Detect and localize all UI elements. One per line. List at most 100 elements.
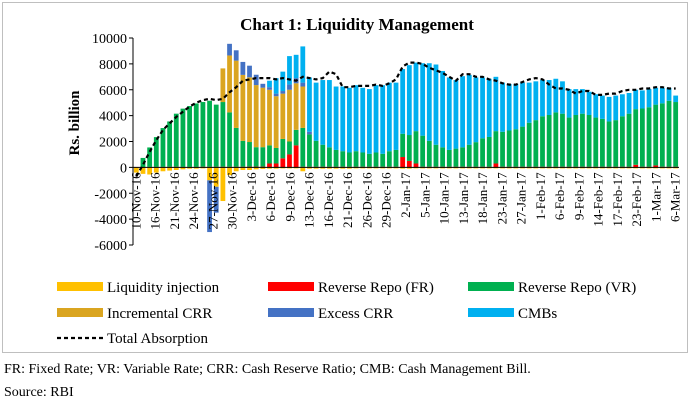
liquidity-injection-legend-swatch [57,282,103,291]
excess-crr-bar [213,186,219,213]
liquidity-injection-bar [613,167,619,169]
liquidity-injection-bar [400,167,406,169]
liquidity-injection-bar [659,167,665,169]
cmbs-bar [526,82,532,123]
liquidity-injection-bar [213,167,219,187]
cmbs-bar [493,76,499,132]
cmbs-bar [446,77,452,150]
incremental-crr-bar [247,77,252,143]
y-tick-label: 6000 [99,84,127,99]
cmbs-bar [606,96,612,122]
liquidity-injection-bar [466,167,472,169]
reverse-repo-vr-bar [267,145,272,164]
reverse-repo-vr-bar [393,149,399,167]
liquidity-injection-bar [280,167,286,169]
liquidity-injection-bar [626,167,632,169]
excess-crr-bar [260,83,266,88]
cmbs-bar [500,82,505,132]
reverse-repo-vr-bar [466,144,472,167]
liquidity-injection-bar [653,167,659,169]
x-tick-label: 30-Nov-16 [225,172,240,230]
x-tick-label: 27-Jan-17 [514,172,529,224]
liquidity-injection-bar [606,167,612,169]
liquidity-injection-bar [666,167,672,169]
cmbs-bar [473,77,479,143]
liquidity-injection-bar [500,167,505,169]
reverse-repo-vr-bar [313,140,319,167]
cmbs-bar [613,95,619,121]
cmbs-bar [600,95,605,119]
liquidity-injection-bar [293,167,299,169]
reverse-repo-vr-bar [380,153,386,167]
reverse-repo-vr-bar [426,140,432,167]
reverse-repo-fr-bar [280,158,286,168]
liquidity-injection-bar [593,167,599,169]
reverse-repo-vr-bar [300,127,306,167]
reverse-repo-vr-bar [347,152,352,167]
liquidity-injection-bar [147,167,153,175]
liquidity-injection-bar [187,167,192,169]
reverse-repo-vr-legend-swatch [468,282,514,291]
incremental-crr-bar [227,55,232,113]
reverse-repo-vr-bar [420,135,426,167]
cmbs-bar [560,81,565,114]
legend: Liquidity injection Reverse Repo (FR) Reve… [57,280,636,347]
cmbs-bar [353,85,359,152]
cmbs-bar [360,87,366,153]
y-tick-label: 10000 [92,32,127,47]
x-tick-label: 9-Feb-17 [571,172,586,220]
liquidity-injection-bar [420,167,426,169]
reverse-repo-vr-bar [406,135,412,161]
reverse-repo-vr-bar [213,104,219,167]
y-axis-label: Rs. billion [67,90,83,156]
cmbs-bar [460,76,465,148]
reverse-repo-vr-bar [180,108,186,167]
liquidity-injection-bar [193,167,199,169]
reverse-repo-vr-bar [207,100,212,167]
liquidity-injection-bar [546,167,552,169]
chart-frame: Chart 1: Liquidity Management Rs. billio… [2,2,688,353]
liquidity-injection-bar [553,167,559,169]
legend-label: Reverse Repo (FR) [318,280,434,296]
reverse-repo-vr-bar [413,131,419,164]
reverse-repo-vr-bar [633,109,639,165]
incremental-crr-bar [280,93,286,139]
reverse-repo-fr-bar [406,160,412,168]
cmbs-bar [420,63,426,136]
cmbs-bar [366,89,372,154]
liquidity-injection-bar [253,167,259,170]
cmbs-bar [300,46,306,83]
liquidity-injection-bar [633,167,639,169]
liquidity-injection-bar [247,167,252,170]
excess-crr-bar [227,43,232,56]
liquidity-injection-bar [413,167,419,169]
cmbs-bar [646,89,652,108]
reverse-repo-vr-bar [526,122,532,167]
liquidity-injection-bar [506,167,512,169]
incremental-crr-bar [300,86,306,128]
cmbs-bar [659,87,665,104]
reverse-repo-vr-bar [646,107,652,167]
cmbs-bar [413,62,419,132]
liquidity-injection-bar [267,167,272,169]
reverse-repo-vr-bar [160,128,166,167]
cmbs-bar [533,81,539,121]
cmbs-bar [466,74,472,145]
excess-crr-bar [253,74,259,86]
liquidity-injection-bar [200,167,206,169]
excess-crr-bar [307,131,312,135]
cmbs-legend-swatch [468,308,514,317]
x-tick-label: 24-Nov-16 [186,172,201,230]
x-tick-label: 3-Dec-16 [244,172,259,222]
excess-crr-bar [267,87,272,90]
liquidity-injection-bar [320,167,326,169]
x-tick-label: 14-Feb-17 [591,172,606,227]
reverse-repo-vr-bar [187,106,192,167]
reverse-repo-vr-bar [293,129,299,146]
reverse-repo-vr-bar [353,151,359,167]
legend-label: Liquidity injection [107,280,220,296]
cmbs-bar [586,91,592,115]
reverse-repo-vr-bar [520,126,525,167]
liquidity-injection-bar [353,167,359,169]
cmbs-bar [666,87,672,101]
